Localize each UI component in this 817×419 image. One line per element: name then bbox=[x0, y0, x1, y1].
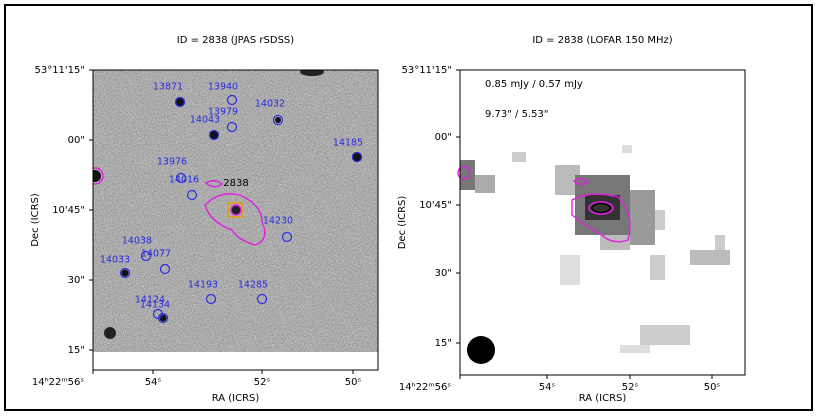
source-label: 13979 bbox=[208, 107, 238, 118]
axes-frame bbox=[459, 69, 746, 376]
panel-title: ID = 2838 (JPAS rSDSS) bbox=[177, 35, 294, 46]
source-marker bbox=[226, 94, 238, 106]
target-label: 2838 bbox=[223, 178, 248, 189]
x-axis-label: RA (ICRS) bbox=[212, 393, 260, 404]
y-tick-label: 00" bbox=[68, 135, 85, 146]
source-marker bbox=[140, 250, 152, 262]
source-label: 13976 bbox=[157, 157, 187, 168]
y-tick-label: 15" bbox=[68, 345, 85, 356]
y-axis-label: Dec (ICRS) bbox=[30, 193, 41, 247]
source-marker bbox=[272, 114, 284, 126]
source-label: 14124 bbox=[135, 295, 165, 306]
x-tick-label: 52ˢ bbox=[622, 382, 639, 393]
source-marker bbox=[208, 129, 220, 141]
y-axis-label: Dec (ICRS) bbox=[397, 196, 408, 250]
x-tick-label: 52ˢ bbox=[254, 377, 271, 388]
source-label: 14193 bbox=[188, 280, 218, 291]
x-axis-label: RA (ICRS) bbox=[579, 393, 627, 404]
y-tick-label: 30" bbox=[435, 268, 452, 279]
source-label: 14185 bbox=[333, 138, 363, 149]
source-label: 14134 bbox=[140, 300, 170, 311]
y-tick-label: 00" bbox=[435, 132, 452, 143]
source-marker bbox=[175, 172, 187, 184]
source-label: 14285 bbox=[238, 280, 268, 291]
y-tick-label: 53°11'15" bbox=[401, 65, 452, 76]
x-tick-label: 54ˢ bbox=[539, 382, 556, 393]
source-label: 14016 bbox=[169, 175, 199, 186]
source-marker bbox=[174, 96, 186, 108]
source-label: 14033 bbox=[100, 255, 130, 266]
source-marker bbox=[159, 263, 171, 275]
axes-frame bbox=[92, 69, 379, 371]
y-tick-label: 15" bbox=[435, 338, 452, 349]
x-tick-label: 14ʰ22ᵐ56ˢ bbox=[399, 382, 451, 393]
source-label: 14043 bbox=[190, 115, 220, 126]
source-label: 13871 bbox=[153, 82, 183, 93]
radio-image bbox=[457, 145, 730, 364]
source-marker bbox=[281, 231, 293, 243]
source-label: 14032 bbox=[255, 99, 285, 110]
source-label: 14230 bbox=[263, 216, 293, 227]
source-marker bbox=[226, 121, 238, 133]
source-marker bbox=[351, 151, 363, 163]
y-tick-label: 53°11'15" bbox=[34, 65, 85, 76]
source-marker bbox=[119, 267, 131, 279]
source-marker bbox=[205, 293, 217, 305]
x-tick-label: 50ˢ bbox=[345, 377, 362, 388]
x-tick-label: 50ˢ bbox=[704, 382, 721, 393]
y-tick-label: 30" bbox=[68, 275, 85, 286]
x-tick-label: 54ˢ bbox=[145, 377, 162, 388]
source-marker bbox=[186, 189, 198, 201]
source-marker bbox=[256, 293, 268, 305]
source-label: 14077 bbox=[141, 249, 171, 260]
optical-image bbox=[93, 70, 378, 352]
y-tick-label: 10'45" bbox=[52, 205, 85, 216]
annotation: 0.85 mJy / 0.57 mJy bbox=[485, 79, 583, 90]
x-tick-label: 14ʰ22ᵐ56ˢ bbox=[32, 377, 84, 388]
source-label: 14038 bbox=[122, 236, 152, 247]
annotation: 9.73" / 5.53" bbox=[485, 109, 548, 120]
source-marker bbox=[157, 312, 169, 324]
y-tick-label: 10'45" bbox=[419, 200, 452, 211]
source-label: 13940 bbox=[208, 82, 238, 93]
panel-title: ID = 2838 (LOFAR 150 MHz) bbox=[532, 35, 672, 46]
